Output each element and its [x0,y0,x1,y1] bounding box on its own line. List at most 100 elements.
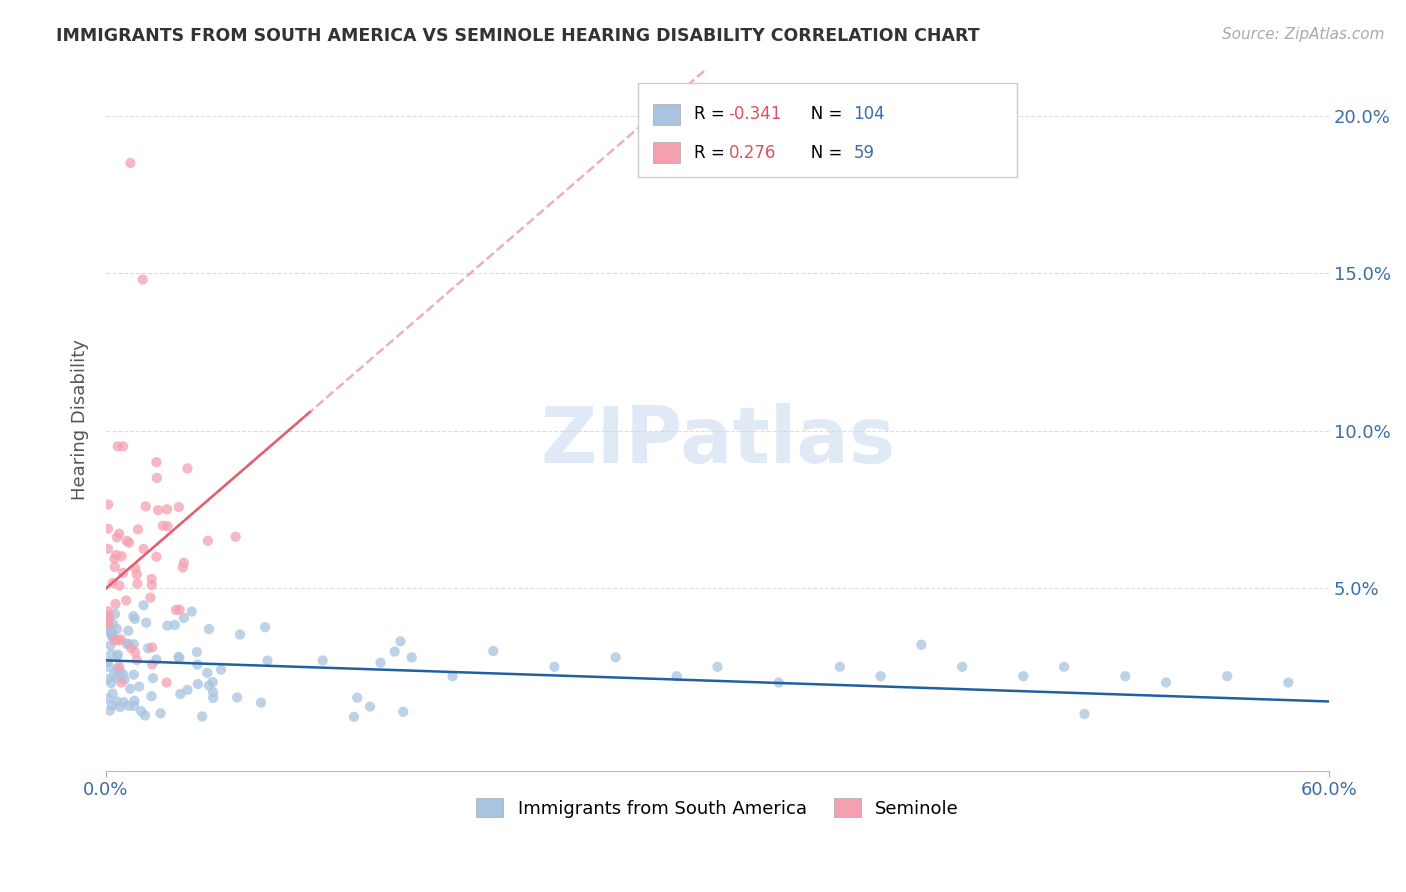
Point [97,691,120,706]
Point [100,647,122,661]
Point [97,522,120,536]
Point [101,575,124,590]
Point [107,648,129,662]
Point [118,698,141,713]
Point [250,696,273,710]
Point [104,597,127,611]
Text: ZIPatlas: ZIPatlas [540,402,896,479]
Point [115,637,138,651]
Point [105,662,128,676]
Point [1154,675,1177,690]
Point [165,603,187,617]
Point [167,500,190,514]
Point [97,498,120,512]
Point [346,690,368,705]
Point [112,439,135,453]
Point [229,627,252,641]
Point [97,617,120,632]
Text: 0.276: 0.276 [728,144,776,161]
Point [97,609,120,624]
Point [122,667,145,681]
Point [132,599,155,613]
Point [112,667,135,681]
Point [401,650,423,665]
Point [768,675,790,690]
Point [134,708,156,723]
Text: -0.341: -0.341 [728,105,782,123]
Point [605,650,627,665]
Point [125,653,148,667]
Point [105,671,128,685]
Point [1073,706,1095,721]
Text: 104: 104 [853,105,884,123]
Point [97,541,120,556]
Point [110,664,132,678]
Point [107,439,129,453]
Point [112,695,135,709]
Point [101,626,124,640]
Point [180,605,202,619]
Point [828,660,851,674]
Point [156,502,179,516]
Point [141,572,163,586]
Point [389,634,412,648]
Point [97,673,120,687]
Point [141,690,163,704]
Point [117,637,139,651]
Point [117,624,139,638]
Point [101,629,124,643]
Point [124,694,146,708]
Point [370,656,392,670]
Point [127,522,149,536]
Point [98,660,121,674]
Point [359,699,381,714]
Point [124,612,146,626]
Point [108,526,131,541]
Text: Source: ZipAtlas.com: Source: ZipAtlas.com [1222,27,1385,42]
Point [392,705,415,719]
Point [197,533,219,548]
Point [101,626,124,640]
Point [98,611,121,625]
Point [173,611,195,625]
Point [1053,660,1076,674]
Point [103,617,125,632]
Point [225,530,247,544]
Point [910,638,932,652]
Point [108,659,131,673]
Point [108,578,131,592]
Point [198,622,221,636]
Point [156,675,179,690]
Point [124,561,146,575]
Point [1114,669,1136,683]
Point [146,471,169,485]
Point [176,683,198,698]
Point [103,633,125,648]
Text: 59: 59 [853,144,875,161]
Point [100,676,122,690]
FancyBboxPatch shape [638,83,1017,178]
Point [136,641,159,656]
Point [195,665,218,680]
Point [163,618,186,632]
Point [105,548,128,562]
Point [132,541,155,556]
Point [950,660,973,674]
Point [202,685,225,699]
Point [101,686,124,700]
Point [209,663,232,677]
Point [187,677,209,691]
Point [169,602,191,616]
Point [125,567,148,582]
Point [186,657,208,672]
Point [145,455,167,469]
Point [100,638,122,652]
Point [543,660,565,674]
Point [226,690,249,705]
Text: N =: N = [794,105,848,123]
Text: N =: N = [794,144,848,161]
Point [111,549,134,564]
Point [152,518,174,533]
Point [122,637,145,651]
Point [104,607,127,621]
